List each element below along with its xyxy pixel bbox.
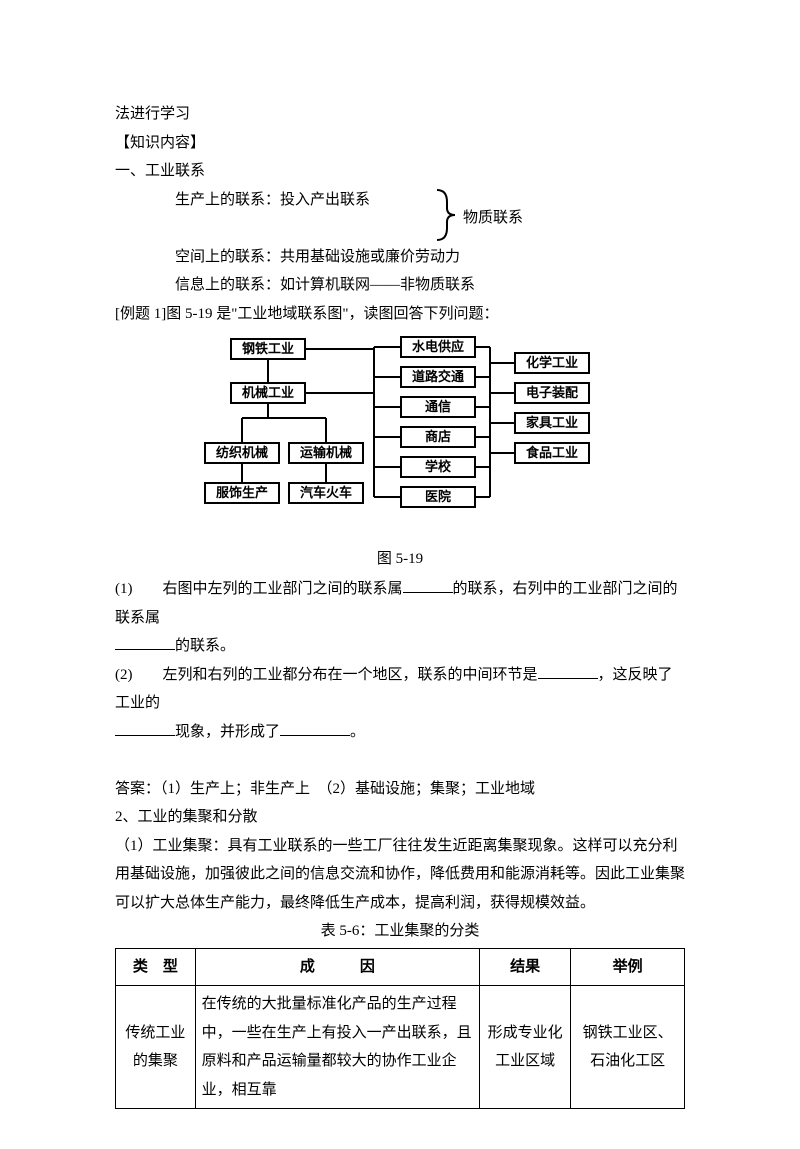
blank (403, 577, 453, 593)
td-type: 传统工业的集聚 (116, 986, 196, 1109)
blank (115, 720, 175, 736)
td-cause: 在传统的大批量标准化产品的生产过程中，一些在生产上有投入一产出联系，且原料和产品… (195, 986, 480, 1109)
diagram-box: 汽车火车 (288, 482, 364, 504)
q2-part-d: 。 (350, 724, 365, 740)
bracket-icon (435, 188, 457, 242)
question-2: (2) 左列和右列的工业都分布在一个地区，联系的中间环节是，这反映了工业的 (115, 661, 685, 718)
blank (538, 663, 598, 679)
q1-part-c: 的联系。 (175, 638, 235, 654)
diagram-box: 电子装配 (514, 382, 590, 404)
blank (280, 720, 350, 736)
diagram-box: 运输机械 (288, 442, 364, 464)
td-result: 形成专业化工业区域 (480, 986, 571, 1109)
diagram-box: 化学工业 (514, 352, 590, 374)
table-row: 传统工业的集聚 在传统的大批量标准化产品的生产过程中，一些在生产上有投入一产出联… (116, 986, 685, 1109)
diagram-caption: 图 5-19 (115, 545, 685, 574)
diagram-box: 食品工业 (514, 442, 590, 464)
relation-1: 生产上的联系：投入产出联系 (115, 186, 685, 215)
diagram-5-19: 钢铁工业机械工业纺织机械运输机械服饰生产汽车火车 水电供应道路交通通信商店学校医院… (115, 332, 685, 573)
diagram-box: 钢铁工业 (230, 338, 306, 360)
diagram-box: 机械工业 (230, 382, 306, 404)
relation-2: 空间上的联系：共用基础设施或廉价劳动力 (115, 243, 685, 272)
question-1: (1) 右图中左列的工业部门之间的联系属的联系，右列中的工业部门之间的联系属 (115, 575, 685, 632)
table-caption: 表 5-6：工业集聚的分类 (115, 917, 685, 946)
th-cause: 成 因 (195, 948, 480, 986)
heading-2: 2、工业的集聚和分散 (115, 803, 685, 832)
q2-part-a: (2) 左列和右列的工业都分布在一个地区，联系的中间环节是 (115, 667, 538, 683)
diagram-box: 医院 (400, 486, 476, 508)
td-example: 钢铁工业区、石油化工区 (571, 986, 685, 1109)
diagram-box: 纺织机械 (204, 442, 280, 464)
th-type: 类 型 (116, 948, 196, 986)
table-header-row: 类 型 成 因 结果 举例 (116, 948, 685, 986)
intro-line: 法进行学习 (115, 100, 685, 129)
diagram-box: 通信 (400, 396, 476, 418)
bracket-label: 物质联系 (463, 204, 523, 233)
diagram-box: 水电供应 (400, 336, 476, 358)
diagram-box: 商店 (400, 426, 476, 448)
th-result: 结果 (480, 948, 571, 986)
table-5-6: 类 型 成 因 结果 举例 传统工业的集聚 在传统的大批量标准化产品的生产过程中… (115, 948, 685, 1110)
th-example: 举例 (571, 948, 685, 986)
diagram-box: 学校 (400, 456, 476, 478)
relation-3: 信息上的联系：如计算机联网——非物质联系 (115, 271, 685, 300)
diagram-box: 道路交通 (400, 366, 476, 388)
blank (115, 634, 175, 650)
q1-part-a: (1) 右图中左列的工业部门之间的联系属 (115, 581, 403, 597)
section-header: 【知识内容】 (115, 129, 685, 158)
question-2-cont: 现象，并形成了 。 (115, 718, 685, 747)
example1-intro: [例题 1]图 5-19 是"工业地域联系图"，读图回答下列问题： (115, 300, 685, 329)
paragraph-1: （1）工业集聚：具有工业联系的一些工厂往往发生近距离集聚现象。这样可以充分利用基… (115, 832, 685, 918)
question-1-cont: 的联系。 (115, 632, 685, 661)
diagram-box: 家具工业 (514, 412, 590, 434)
diagram-box: 服饰生产 (204, 482, 280, 504)
heading-1: 一、工业联系 (115, 157, 685, 186)
q2-part-c: 现象，并形成了 (175, 724, 280, 740)
answer: 答案：（1）生产上；非生产上 （2）基础设施；集聚；工业地域 (115, 775, 685, 804)
relation-block: 生产上的联系：投入产出联系 物质联系 (115, 186, 685, 243)
